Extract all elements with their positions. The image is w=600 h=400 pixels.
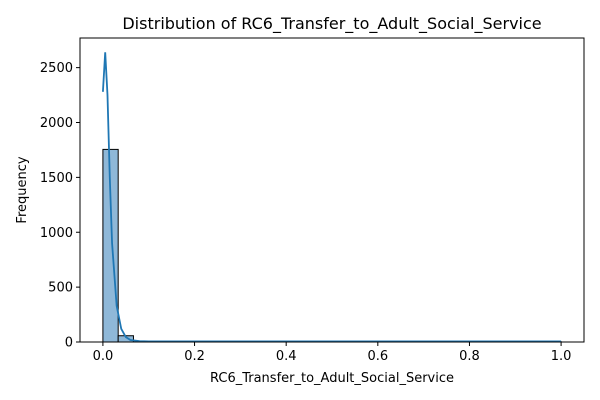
x-tick-label: 0.6 <box>367 349 388 364</box>
y-tick-label: 2500 <box>40 61 73 76</box>
y-axis-label: Frequency <box>15 156 30 223</box>
x-tick-label: 0.0 <box>93 349 114 364</box>
y-tick-label: 500 <box>48 281 73 296</box>
plot-area: 0.0 0.2 0.4 0.6 0.8 1.0 0 500 1000 1500 2000 2500 <box>40 37 585 364</box>
y-tick-label: 1500 <box>40 171 73 186</box>
x-tick-label: 0.2 <box>184 349 205 364</box>
x-tick-label: 0.4 <box>276 349 297 364</box>
chart-title: Distribution of RC6_Transfer_to_Adult_So… <box>122 14 541 34</box>
y-tick-label: 0 <box>65 336 73 351</box>
y-tick-label: 2000 <box>40 116 73 131</box>
x-tick-label: 0.8 <box>459 349 480 364</box>
kde-line <box>102 52 562 343</box>
x-axis-label: RC6_Transfer_to_Adult_Social_Service <box>210 371 454 386</box>
plot-frame <box>79 37 585 343</box>
y-tick-label: 1000 <box>40 226 73 241</box>
x-tick-label: 1.0 <box>551 349 572 364</box>
